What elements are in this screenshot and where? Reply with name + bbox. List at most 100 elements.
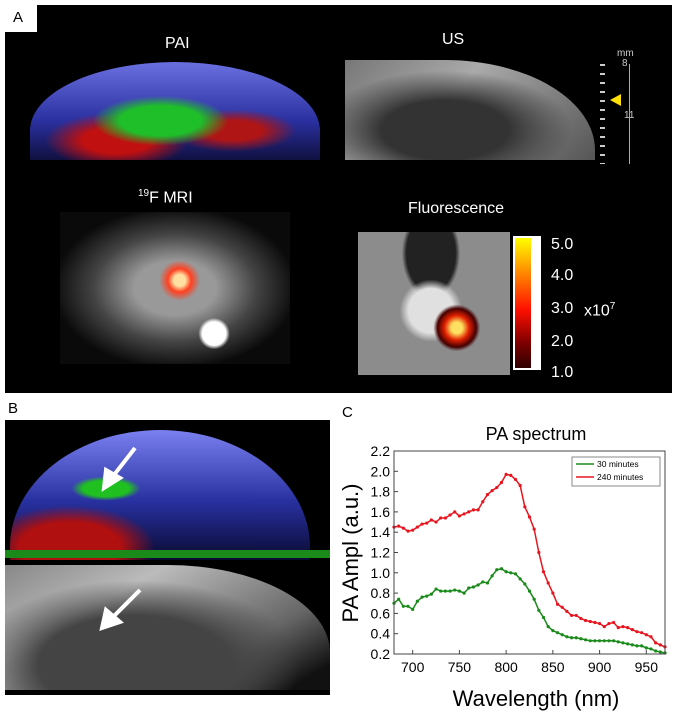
data-point (397, 524, 401, 528)
data-point (434, 520, 438, 524)
data-point (644, 633, 648, 637)
data-point (397, 597, 401, 601)
y-tick-label: 0.2 (371, 646, 391, 662)
mri-title-sup: 19 (138, 188, 150, 199)
y-tick-label: 1.4 (371, 524, 391, 540)
scale-top: 8 (622, 58, 628, 69)
colorbar-tick: 2.0 (551, 333, 574, 350)
data-point (527, 515, 532, 519)
y-tick-label: 1.0 (371, 565, 391, 581)
colorbar-multiplier: x107 (584, 301, 615, 320)
data-point (443, 516, 447, 520)
data-point (467, 586, 471, 590)
data-point (406, 529, 410, 533)
scale-line (629, 64, 630, 164)
data-point (415, 525, 419, 529)
plot-frame (393, 450, 666, 655)
data-point (476, 583, 480, 587)
data-point (616, 640, 620, 644)
data-point (429, 592, 433, 596)
data-point (523, 505, 527, 509)
data-point (612, 639, 616, 643)
legend-box (571, 456, 661, 487)
x-tick-label: 900 (588, 659, 612, 675)
data-point (401, 604, 405, 608)
data-point (429, 518, 433, 522)
data-point (448, 589, 452, 593)
data-point (658, 650, 662, 654)
x-tick-label: 750 (448, 659, 472, 675)
data-point (588, 639, 592, 643)
data-point (597, 639, 602, 643)
data-point (593, 639, 597, 643)
data-point (471, 508, 476, 512)
x-axis-label: Wavelength (nm) (453, 686, 620, 711)
data-point (453, 510, 457, 514)
y-tick-label: 1.6 (371, 504, 391, 520)
data-point (481, 500, 485, 504)
data-point (518, 577, 522, 581)
data-point (560, 605, 564, 609)
data-point (640, 644, 644, 648)
data-point (607, 621, 611, 626)
data-point (448, 513, 452, 517)
data-point (425, 521, 429, 525)
arrow-icon (99, 588, 142, 632)
data-point (504, 570, 508, 574)
y-tick-label: 2.0 (371, 463, 391, 479)
data-point (569, 613, 574, 618)
data-point (411, 528, 415, 532)
data-point (626, 642, 630, 646)
pa-spectrum-chart: PA spectrum Wavelength (nm) PA Ampl (a.u… (340, 424, 667, 711)
data-point (406, 604, 410, 608)
data-point (555, 631, 560, 635)
x-tick-label: 700 (401, 659, 425, 675)
data-point (420, 522, 424, 526)
data-point (560, 633, 564, 637)
panel-b-label: B (8, 400, 19, 417)
data-point (640, 631, 644, 635)
data-point (499, 567, 504, 571)
data-point (541, 570, 546, 574)
data-point (420, 595, 424, 599)
data-point (546, 581, 550, 585)
colorbar-tick: 3.0 (551, 300, 574, 317)
x-tick-label: 850 (541, 659, 565, 675)
data-point (626, 626, 630, 630)
y-tick-label: 2.2 (371, 443, 391, 459)
data-point (509, 571, 513, 575)
data-point (574, 613, 578, 618)
multiplier-exp: 7 (609, 301, 616, 312)
colorbar-tick: 5.0 (551, 236, 574, 253)
data-point (485, 581, 490, 585)
series-line-1 (393, 473, 666, 648)
mri-title: 19F MRI (138, 188, 193, 207)
data-point (401, 526, 405, 530)
data-point (495, 568, 499, 572)
data-point (425, 594, 429, 598)
data-point (509, 473, 513, 477)
data-point (518, 483, 522, 488)
scale-ticks (600, 64, 605, 164)
fluorescence-image (358, 232, 510, 375)
pai-baseline (5, 550, 330, 558)
data-point (513, 572, 518, 576)
data-point (462, 591, 466, 595)
y-tick-label: 0.4 (371, 626, 391, 642)
data-point (532, 597, 536, 601)
colorbar-tick: 4.0 (551, 267, 574, 284)
colorbar-tick: 1.0 (551, 364, 574, 381)
data-point (658, 643, 662, 647)
data-point (621, 624, 625, 629)
data-point (457, 514, 462, 518)
data-point (527, 589, 532, 593)
data-point (593, 620, 597, 625)
data-point (602, 639, 606, 643)
data-point (439, 516, 443, 520)
mri-title-text: F MRI (149, 189, 193, 207)
data-point (523, 582, 527, 586)
data-point (583, 638, 588, 642)
data-point (481, 580, 485, 584)
data-point (630, 643, 634, 647)
data-point (607, 639, 611, 643)
